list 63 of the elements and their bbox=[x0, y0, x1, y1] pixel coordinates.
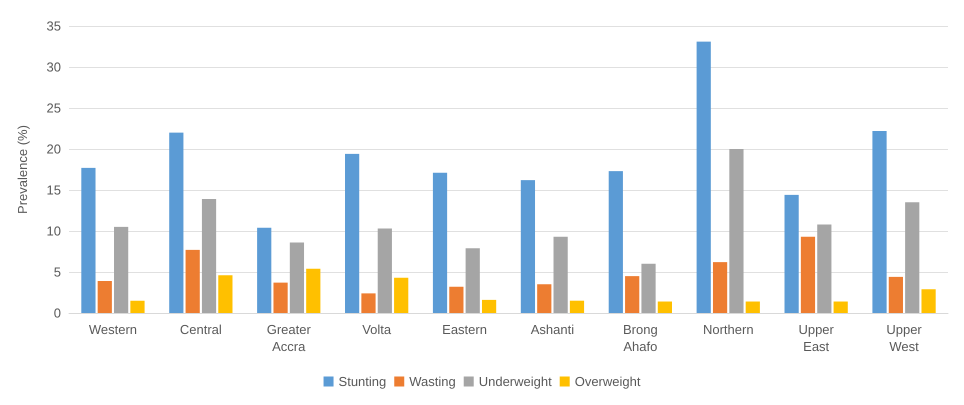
legend-label: Underweight bbox=[478, 374, 552, 389]
x-tick-label: Upper East bbox=[798, 322, 835, 354]
bar bbox=[114, 226, 128, 313]
bar bbox=[817, 224, 832, 313]
legend-label: Stunting bbox=[338, 374, 386, 389]
bar bbox=[345, 154, 360, 313]
bar bbox=[81, 168, 96, 313]
x-tick-label: Northern bbox=[702, 322, 754, 337]
bar bbox=[290, 242, 304, 313]
bar bbox=[169, 132, 184, 313]
x-tick-label: Eastern bbox=[442, 322, 487, 337]
bar bbox=[729, 149, 744, 313]
bar bbox=[712, 262, 728, 313]
x-tick-label: Greater Accra bbox=[266, 322, 312, 354]
y-tick-label: 10 bbox=[46, 224, 61, 238]
bar bbox=[658, 302, 672, 313]
bar bbox=[202, 199, 216, 313]
bar bbox=[98, 281, 112, 313]
bar bbox=[554, 236, 568, 313]
x-tick-label: Volta bbox=[362, 322, 392, 337]
y-tick-label: 20 bbox=[46, 142, 61, 156]
bar bbox=[921, 289, 936, 313]
y-tick-label: 15 bbox=[46, 182, 61, 198]
bar bbox=[482, 300, 496, 313]
x-tick-label: Brong Ahafo bbox=[623, 322, 658, 354]
bar bbox=[537, 284, 552, 313]
x-tick-label: Upper West bbox=[886, 322, 922, 354]
bar bbox=[800, 236, 816, 313]
y-tick-label: 0 bbox=[54, 306, 61, 320]
bar bbox=[696, 42, 711, 313]
y-tick-label: 25 bbox=[46, 100, 61, 116]
bar bbox=[361, 293, 376, 313]
bar bbox=[834, 302, 848, 313]
bar bbox=[641, 264, 656, 313]
y-tick-label: 35 bbox=[46, 18, 61, 34]
bar bbox=[130, 300, 145, 313]
y-tick-label: 5 bbox=[54, 264, 61, 280]
legend-label: Wasting bbox=[409, 374, 456, 389]
bar bbox=[432, 172, 448, 313]
bar bbox=[608, 171, 623, 313]
bar bbox=[273, 282, 288, 313]
x-tick-label: Central bbox=[180, 322, 222, 337]
bar bbox=[888, 276, 903, 313]
y-tick-label: 30 bbox=[46, 60, 61, 74]
legend-label: Overweight bbox=[574, 374, 641, 389]
bar bbox=[746, 302, 760, 313]
bar bbox=[784, 194, 799, 313]
bar bbox=[570, 300, 584, 313]
bar bbox=[872, 130, 887, 313]
bar bbox=[449, 286, 464, 313]
bar bbox=[378, 228, 392, 313]
bar bbox=[186, 250, 200, 313]
x-tick-label: Ashanti bbox=[530, 322, 574, 337]
y-axis-title: Prevalence (%) bbox=[15, 125, 30, 214]
bar bbox=[466, 248, 480, 313]
bar bbox=[257, 228, 272, 313]
bar bbox=[218, 275, 232, 313]
bar bbox=[625, 276, 640, 313]
bar bbox=[905, 202, 920, 313]
bar bbox=[520, 180, 536, 313]
x-tick-label: Western bbox=[88, 322, 138, 337]
bar bbox=[306, 268, 320, 313]
bar bbox=[394, 278, 408, 313]
